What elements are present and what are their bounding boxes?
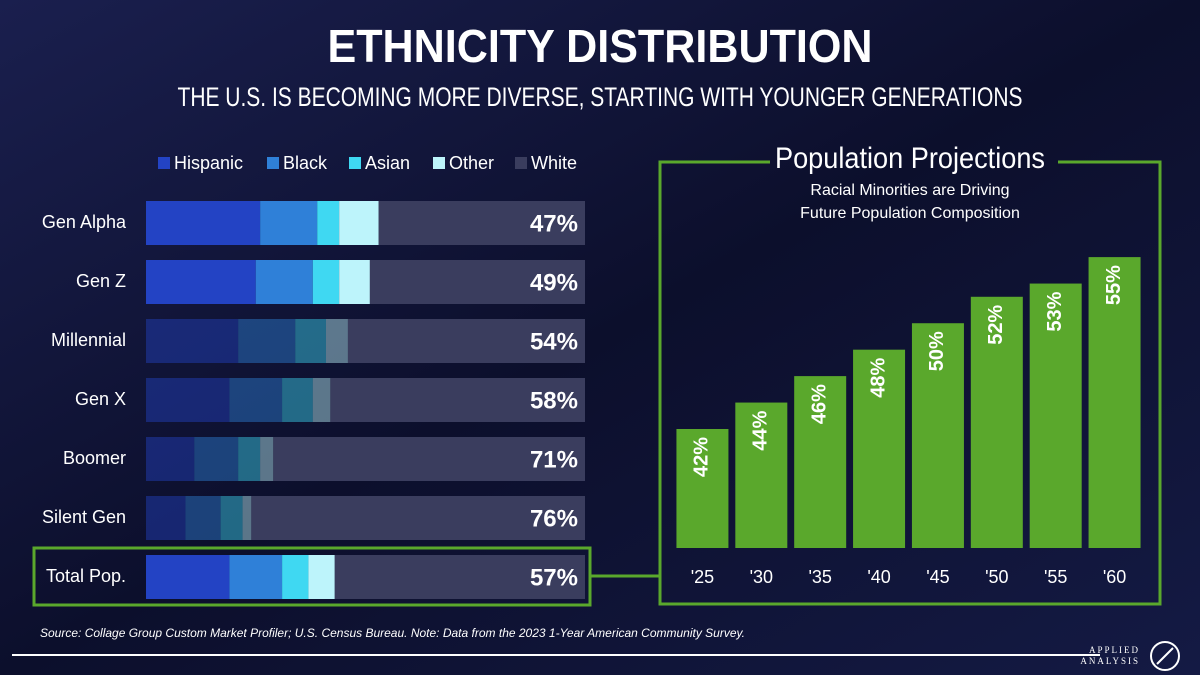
bar-segment xyxy=(194,437,239,481)
logo-text: ANALYSIS xyxy=(1080,656,1140,666)
legend-label: White xyxy=(531,153,577,173)
x-tick-label: '35 xyxy=(808,567,831,587)
bar-segment xyxy=(255,260,313,304)
value-label: 46% xyxy=(808,384,830,424)
bar-segment xyxy=(339,260,370,304)
value-label: 55% xyxy=(1103,265,1125,305)
bar-segment xyxy=(260,201,318,245)
panel-subtitle: Racial Minorities are Driving xyxy=(810,182,1009,199)
value-label: 48% xyxy=(867,357,889,397)
value-label: 44% xyxy=(750,410,772,450)
legend-label: Asian xyxy=(365,153,410,173)
bar-segment xyxy=(229,378,283,422)
panel-title: Population Projections xyxy=(775,142,1045,175)
bar-segment xyxy=(282,555,309,599)
category-label: Boomer xyxy=(63,448,126,468)
subtitle: THE U.S. IS BECOMING MORE DIVERSE, START… xyxy=(178,82,1023,112)
bar xyxy=(970,296,1023,548)
category-label: Millennial xyxy=(51,330,126,350)
x-tick-label: '25 xyxy=(691,567,714,587)
legend-label: Other xyxy=(449,153,494,173)
legend-swatch xyxy=(515,157,527,169)
bar xyxy=(1088,257,1141,548)
bar-segment xyxy=(334,555,585,599)
category-label: Gen X xyxy=(75,389,126,409)
category-label: Gen Z xyxy=(76,271,126,291)
bar xyxy=(735,402,788,548)
bar xyxy=(853,349,906,548)
legend-swatch xyxy=(267,157,279,169)
source: Source: Collage Group Custom Market Prof… xyxy=(40,626,745,640)
bar xyxy=(794,376,847,548)
bar-segment xyxy=(229,555,283,599)
legend-label: Black xyxy=(283,153,328,173)
bar-segment xyxy=(347,319,585,363)
bar xyxy=(911,323,964,548)
bar-segment xyxy=(242,496,252,540)
legend-swatch xyxy=(158,157,170,169)
legend-swatch xyxy=(433,157,445,169)
x-tick-label: '55 xyxy=(1044,567,1067,587)
bar-segment xyxy=(146,496,186,540)
category-label: Gen Alpha xyxy=(42,212,127,232)
bar-segment xyxy=(260,437,274,481)
panel-subtitle: Future Population Composition xyxy=(800,205,1020,222)
value-label: 49% xyxy=(530,269,578,296)
value-label: 57% xyxy=(530,564,578,591)
bar-segment xyxy=(378,201,585,245)
bar-segment xyxy=(282,378,313,422)
logo-mark xyxy=(1156,647,1174,665)
bar xyxy=(1029,283,1082,548)
bar-segment xyxy=(312,378,331,422)
category-label: Total Pop. xyxy=(46,566,126,586)
bar-segment xyxy=(238,319,296,363)
x-tick-label: '50 xyxy=(985,567,1008,587)
panel-frame xyxy=(658,160,1162,606)
bar-segment xyxy=(330,378,585,422)
title: ETHNICITY DISTRIBUTION xyxy=(328,20,873,72)
bar-segment xyxy=(312,260,340,304)
value-label: 71% xyxy=(530,446,578,473)
bar-segment xyxy=(238,437,261,481)
value-label: 42% xyxy=(691,437,713,477)
bar-segment xyxy=(146,378,230,422)
x-tick-label: '45 xyxy=(926,567,949,587)
bar-segment xyxy=(339,201,379,245)
legend-swatch xyxy=(349,157,361,169)
bar-segment xyxy=(251,496,586,540)
bar-segment xyxy=(369,260,585,304)
value-label: 76% xyxy=(530,505,578,532)
bar-segment xyxy=(273,437,585,481)
bar-segment xyxy=(295,319,326,363)
value-label: 58% xyxy=(530,387,578,414)
value-label: 50% xyxy=(926,331,948,371)
bar-segment xyxy=(220,496,243,540)
x-tick-label: '30 xyxy=(750,567,773,587)
bar-segment xyxy=(146,319,239,363)
bar xyxy=(676,429,729,548)
bar-segment xyxy=(317,201,340,245)
category-label: Silent Gen xyxy=(42,507,126,527)
value-label: 47% xyxy=(530,210,578,237)
value-label: 52% xyxy=(985,305,1007,345)
bar-segment xyxy=(308,555,335,599)
legend-label: Hispanic xyxy=(174,153,243,173)
bar-segment xyxy=(146,555,230,599)
logo-mark xyxy=(1150,641,1180,671)
value-label: 53% xyxy=(1044,291,1066,331)
bar-segment xyxy=(146,260,256,304)
x-tick-label: '60 xyxy=(1103,567,1126,587)
x-tick-label: '40 xyxy=(867,567,890,587)
bar-segment xyxy=(146,437,195,481)
bar-segment xyxy=(325,319,348,363)
logo-text: APPLIED xyxy=(1089,645,1140,655)
bar-segment xyxy=(185,496,221,540)
bar-segment xyxy=(146,201,261,245)
value-label: 54% xyxy=(530,328,578,355)
